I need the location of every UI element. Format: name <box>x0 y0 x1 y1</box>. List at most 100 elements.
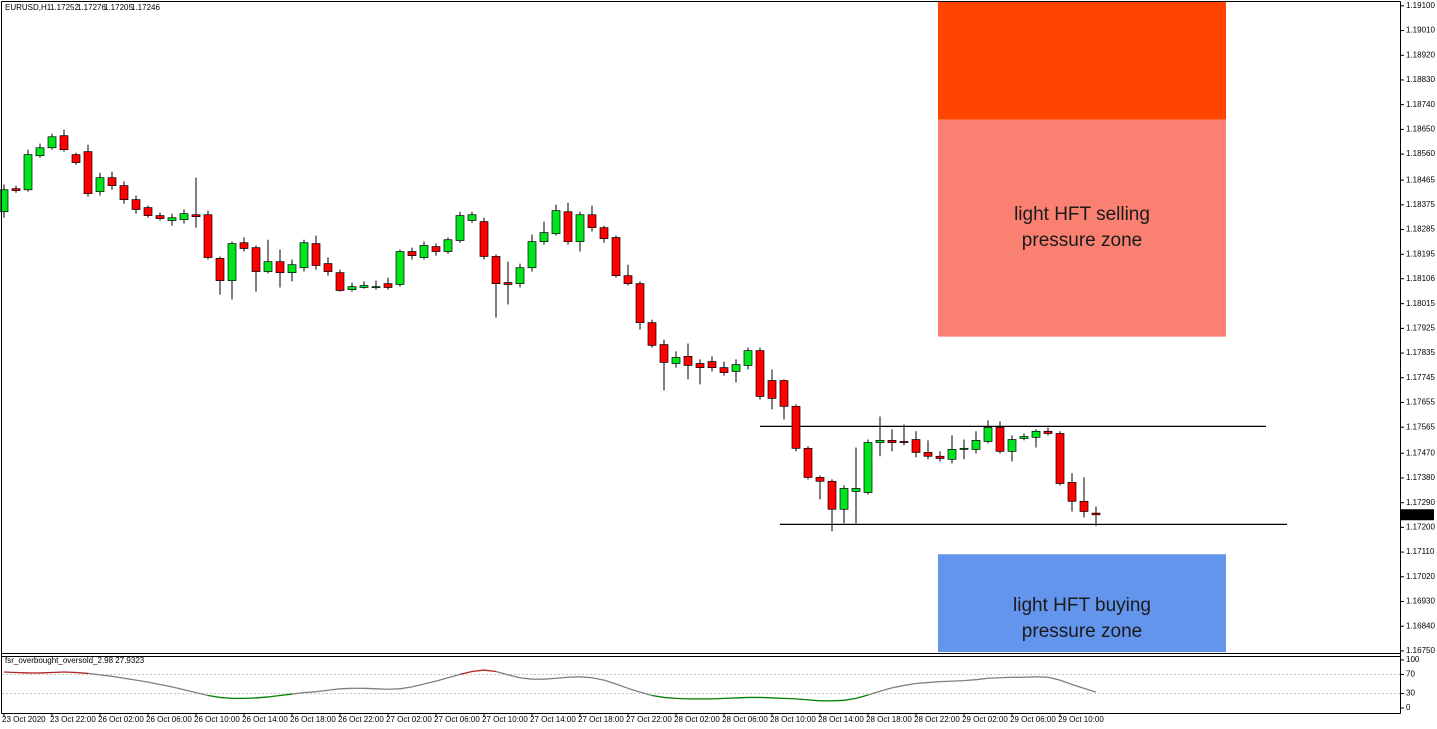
y-tick-label: 1.17200 <box>1406 522 1435 531</box>
y-tick-label: 100 <box>1406 655 1420 664</box>
candle-body <box>215 258 225 281</box>
indicator-line <box>255 696 269 699</box>
candle-body <box>95 177 105 193</box>
indicator-line <box>879 687 893 692</box>
zone-label: light HFT selling <box>1014 204 1150 225</box>
y-tick-label: 1.16840 <box>1406 621 1435 630</box>
y-tick-label: 1.18375 <box>1406 200 1435 209</box>
candle-body <box>923 452 933 457</box>
indicator-line <box>207 694 221 699</box>
candle-body <box>551 210 561 235</box>
indicator-line <box>399 686 413 690</box>
candle-body <box>383 283 393 288</box>
candle-body <box>395 251 405 285</box>
x-tick-label: 28 Oct 14:00 <box>818 715 864 724</box>
y-tick-label: 1.18106 <box>1406 274 1435 283</box>
candle-body <box>131 199 141 210</box>
indicator-line <box>195 692 209 697</box>
indicator-line <box>591 677 605 681</box>
candle-body <box>1079 500 1089 512</box>
x-tick-label: 26 Oct 02:00 <box>98 715 144 724</box>
indicator-line <box>327 688 341 691</box>
candle-body <box>83 151 93 194</box>
y-tick-label: 1.17110 <box>1406 547 1435 556</box>
candle-body <box>203 214 213 258</box>
x-tick-label: 26 Oct 22:00 <box>338 715 384 724</box>
candle-body <box>731 364 741 372</box>
candle-body <box>47 136 57 149</box>
indicator-line <box>171 686 185 691</box>
candle-body <box>0 189 9 213</box>
x-tick-label: 29 Oct 02:00 <box>962 715 1008 724</box>
y-tick-label: 1.18650 <box>1406 124 1435 133</box>
indicator-line <box>447 673 461 679</box>
indicator-line <box>903 682 917 687</box>
indicator-line <box>495 670 509 676</box>
candle-body <box>371 286 381 288</box>
indicator-line <box>471 669 485 673</box>
x-tick-label: 27 Oct 22:00 <box>626 715 672 724</box>
candle-body <box>635 283 645 323</box>
indicator-line <box>663 696 677 700</box>
x-tick-label: 27 Oct 02:00 <box>386 715 432 724</box>
x-tick-label: 28 Oct 22:00 <box>914 715 960 724</box>
y-tick-label: 1.17745 <box>1406 373 1435 382</box>
price-box <box>1401 509 1434 521</box>
zone <box>938 2 1226 120</box>
indicator-line <box>579 676 593 679</box>
candle-body <box>71 154 81 163</box>
candle-body <box>239 242 249 249</box>
candle-body <box>155 215 165 219</box>
x-tick-label: 28 Oct 02:00 <box>674 715 720 724</box>
x-tick-label: 27 Oct 06:00 <box>434 715 480 724</box>
candle-body <box>671 357 681 364</box>
candle-body <box>323 263 333 272</box>
candle-body <box>935 455 945 459</box>
header-value: 1.17252 <box>50 3 79 12</box>
indicator-line <box>615 683 629 689</box>
y-tick-label: 1.18560 <box>1406 149 1435 158</box>
x-tick-label: 23 Oct 22:00 <box>50 715 96 724</box>
x-tick-label: 28 Oct 10:00 <box>770 715 816 724</box>
candle-body <box>911 439 921 453</box>
indicator-line <box>1083 687 1097 693</box>
y-tick-label: 1.19010 <box>1406 26 1435 35</box>
indicator-line <box>279 693 293 697</box>
indicator-line <box>459 670 473 676</box>
indicator-line <box>219 696 233 700</box>
indicator-line <box>411 683 425 688</box>
candle-body <box>443 239 453 252</box>
indicator-line <box>1047 676 1061 681</box>
indicator-line <box>111 675 125 679</box>
candle-body <box>335 272 345 291</box>
indicator-line <box>291 691 305 695</box>
y-tick-label: 1.17565 <box>1406 422 1435 431</box>
candle-body <box>683 356 693 366</box>
y-tick-label: 1.18195 <box>1406 249 1435 258</box>
zone <box>938 119 1226 337</box>
candle-body <box>503 282 513 285</box>
candle-body <box>719 367 729 373</box>
indicator-line <box>423 680 437 685</box>
y-tick-label: 1.17655 <box>1406 398 1435 407</box>
indicator-line <box>807 699 821 702</box>
indicator-line <box>795 698 809 701</box>
indicator-line <box>543 677 557 680</box>
candle-body <box>707 361 717 368</box>
zone-label: pressure zone <box>1022 230 1142 251</box>
candle-body <box>227 243 237 281</box>
y-tick-label: 30 <box>1406 689 1415 698</box>
candle-body <box>587 214 597 228</box>
zone-label: pressure zone <box>1022 621 1142 642</box>
candle-body <box>1055 433 1065 484</box>
y-tick-label: 1.17470 <box>1406 448 1435 457</box>
x-tick-label: 26 Oct 06:00 <box>146 715 192 724</box>
indicator-line <box>627 687 641 693</box>
x-tick-label: 29 Oct 10:00 <box>1058 715 1104 724</box>
candle-body <box>995 427 1005 452</box>
x-tick-label: 26 Oct 14:00 <box>242 715 288 724</box>
candle-body <box>59 135 69 151</box>
candle-body <box>695 363 705 368</box>
